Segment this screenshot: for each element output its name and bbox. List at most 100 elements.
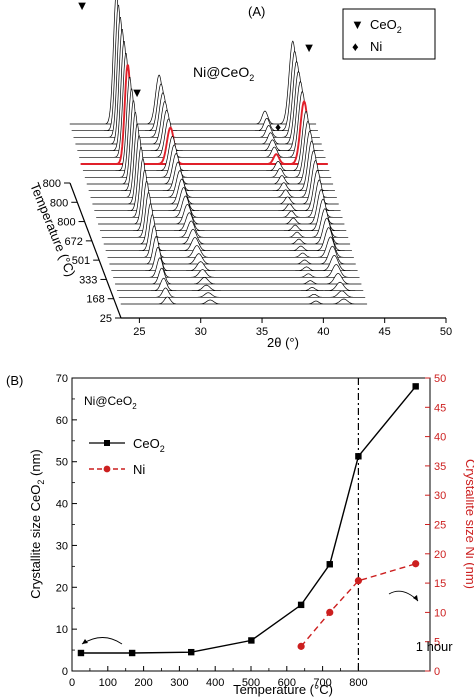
x-tick-label: 800 [349,677,367,689]
legend-ni-marker [103,465,111,473]
panel-a-waterfall-plot: (A) 25 168 333 501 672 800 800 800 25 30 35 40 45 50… [27,0,452,350]
x-tick-label: 200 [134,677,152,689]
temperature-tick-label: 25 [100,313,112,325]
ni-point [412,560,420,568]
xrd-pattern [69,0,317,125]
ni-series-line [300,563,416,647]
temperature-tick-label: 333 [79,274,97,286]
right-axis-label: Crystallite size Ni (nm) [463,459,474,589]
two-theta-tick-label: 40 [317,326,329,338]
right-axis-ticks: 0 5 10 15 20 25 30 35 40 45 50 [425,373,446,678]
panel-a-sample-label: Ni@CeO2 [193,64,254,83]
xrd-pattern [113,257,360,278]
x-tick-label: 0 [69,677,75,689]
right-tick-label: 35 [434,461,446,473]
ceo2-peak-marker-3: ▼ [303,40,316,55]
right-tick-label: 25 [434,520,446,532]
left-tick-label: 10 [56,624,68,636]
two-theta-axis-label: 2θ (°) [267,335,299,350]
legend-ni-symbol: ♦ [352,39,359,54]
temperature-tick-label: 168 [86,294,104,306]
right-tick-label: 0 [434,666,440,678]
left-tick-label: 0 [62,666,68,678]
panel-a-legend: ▼ CeO2 ♦ Ni [342,8,436,60]
left-tick-label: 60 [56,415,68,427]
two-theta-tick-label: 45 [379,326,391,338]
left-axis-label: Crystallite size CeO2 (nm) [28,449,46,599]
temperature-ticks: 25 168 333 501 672 800 800 800 [43,178,121,325]
ceo2-peak-marker-2: ▼ [131,85,144,100]
ni-point [354,577,362,585]
right-tick-label: 5 [434,637,440,649]
left-axis-ticks: 0 10 20 30 40 50 60 70 [56,373,77,678]
left-arrow-curve [81,637,123,645]
legend-box [342,8,436,60]
panel-b-crystallite-plot: (B) 0 10 20 30 40 50 60 70 0 5 10 15 20 25 30 35 40 45 50… [6,373,474,697]
x-tick-label: 600 [278,677,296,689]
legend-ceo2-marker [104,440,110,446]
plot-frame [71,377,431,672]
right-tick-label: 15 [434,578,446,590]
ceo2-point [326,561,333,568]
xrd-pattern [120,296,368,305]
two-theta-tick-label: 25 [133,326,145,338]
temperature-tick-label: 800 [43,178,61,190]
x-axis-label: Temperature (°C) [233,682,333,697]
ni-peak-marker: ♦ [275,120,281,134]
ceo2-point [188,648,195,656]
legend-ceo2-text: CeO2 [133,436,165,454]
ceo2-point [297,601,305,609]
xrd-pattern [116,277,364,292]
legend-ceo2-symbol: ▼ [351,17,364,32]
two-theta-tick-label: 50 [440,326,452,338]
one-hour-label: 1 hour [416,639,454,654]
x-tick-label: 300 [170,677,188,689]
temperature-tick-label: 672 [64,236,82,248]
right-tick-label: 45 [434,402,446,414]
right-arrow-head [413,595,418,601]
right-tick-label: 10 [434,607,446,619]
left-tick-label: 70 [56,373,68,385]
temperature-axis [69,182,122,319]
right-tick-label: 40 [434,432,446,444]
legend-ni-text: Ni [133,462,145,477]
ni-point [297,642,305,650]
temperature-tick-label: 800 [50,197,68,209]
ni-point [326,608,334,617]
legend-ni-label: Ni [370,39,382,54]
right-arrow-curve [388,590,419,602]
panel-b-label: (B) [6,373,23,388]
left-arrow-head [82,639,88,644]
left-tick-label: 20 [56,582,68,594]
x-axis-ticks: 0 100 200 300 400 500 600 700 800 1 hour [69,639,453,689]
xrd-pattern [114,267,362,285]
x-tick-label: 400 [206,677,224,689]
temperature-axis-label: Temperature (°C) [27,181,78,279]
ceo2-point [248,637,255,644]
left-tick-label: 50 [56,457,68,469]
temperature-tick-label: 800 [57,217,75,229]
right-tick-label: 30 [434,490,446,502]
ceo2-point [128,649,136,657]
ceo2-peak-marker-1: ▼ [76,0,89,13]
panel-b-legend: CeO2 Ni [89,436,165,477]
ceo2-point [77,649,85,657]
ceo2-series-line [81,385,417,654]
two-theta-ticks: 25 30 35 40 45 50 [133,318,452,338]
x-tick-label: 100 [99,677,117,689]
x-tick-label: 500 [242,677,260,689]
waterfall-patterns [69,0,368,305]
left-tick-label: 30 [56,540,68,552]
two-theta-tick-label: 35 [256,326,268,338]
series-layer [77,383,420,657]
xrd-pattern [118,287,366,298]
legend-ceo2-label: CeO2 [370,17,402,35]
two-theta-tick-label: 30 [195,326,207,338]
right-tick-label: 50 [434,373,446,385]
ceo2-point [355,453,362,460]
panel-a-label: (A) [248,4,265,19]
left-tick-label: 40 [56,499,68,511]
temperature-tick-label: 501 [72,255,90,267]
right-tick-label: 20 [434,549,446,561]
